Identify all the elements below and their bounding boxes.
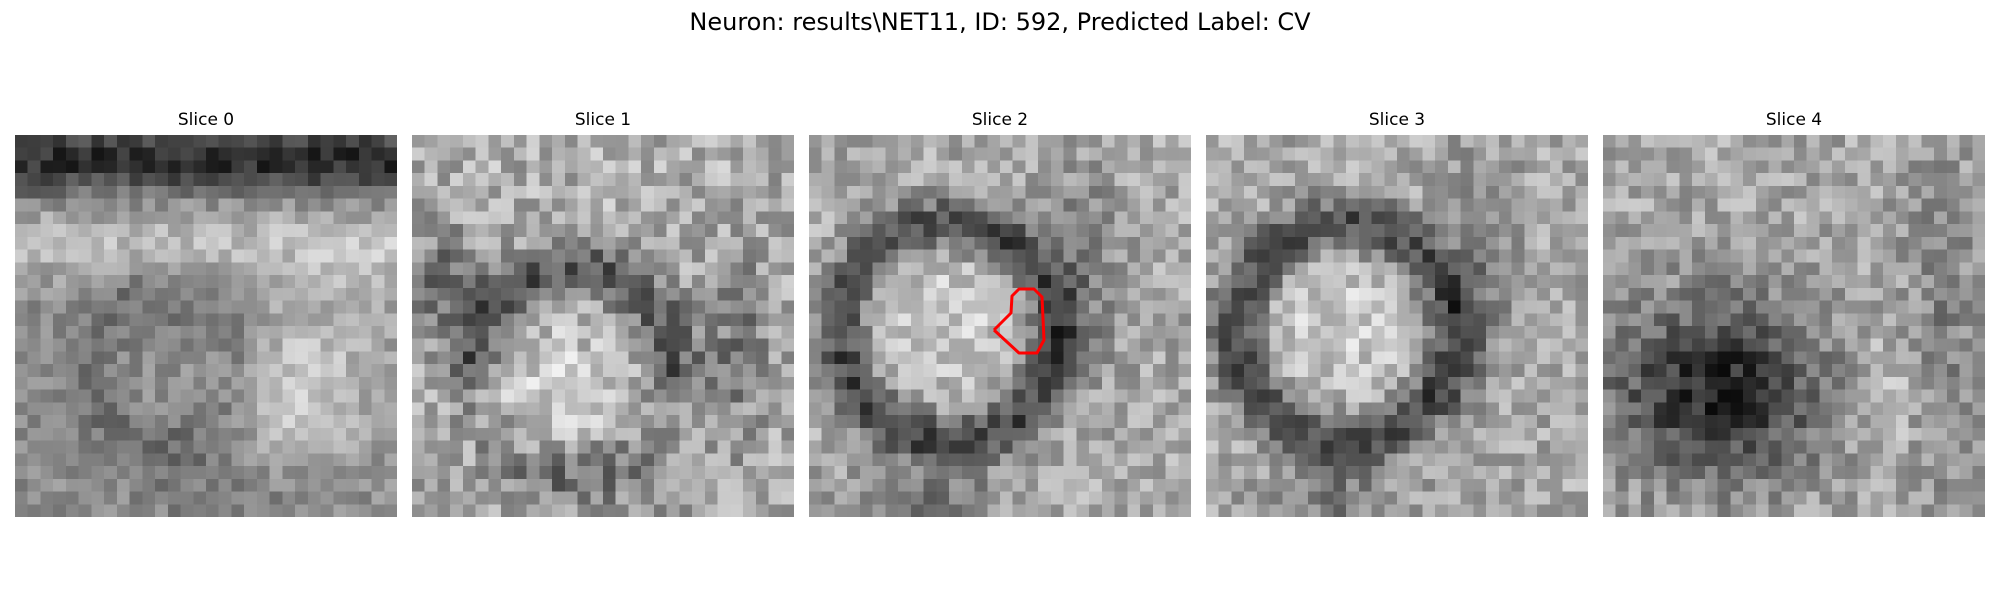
slice-panel-3: Slice 3 [1206, 110, 1588, 520]
slice-canvas-0 [15, 135, 397, 517]
slice-image-2 [809, 135, 1191, 517]
slice-panel-2: Slice 2 [809, 110, 1191, 520]
slice-title-2: Slice 2 [971, 110, 1029, 130]
slice-canvas-3 [1206, 135, 1588, 517]
slice-image-3 [1206, 135, 1588, 517]
slice-title-3: Slice 3 [1368, 110, 1426, 130]
slice-image-0 [15, 135, 397, 517]
slice-title-0: Slice 0 [177, 110, 235, 130]
figure-title: Neuron: results\NET11, ID: 592, Predicte… [689, 8, 1311, 36]
slice-panel-0: Slice 0 [15, 110, 397, 520]
slice-image-4 [1603, 135, 1985, 517]
slice-title-4: Slice 4 [1765, 110, 1823, 130]
slice-canvas-4 [1603, 135, 1985, 517]
slice-image-1 [412, 135, 794, 517]
slice-panel-1: Slice 1 [412, 110, 794, 520]
slice-panel-4: Slice 4 [1603, 110, 1985, 520]
slice-canvas-1 [412, 135, 794, 517]
slice-title-1: Slice 1 [574, 110, 632, 130]
slice-canvas-2 [809, 135, 1191, 517]
